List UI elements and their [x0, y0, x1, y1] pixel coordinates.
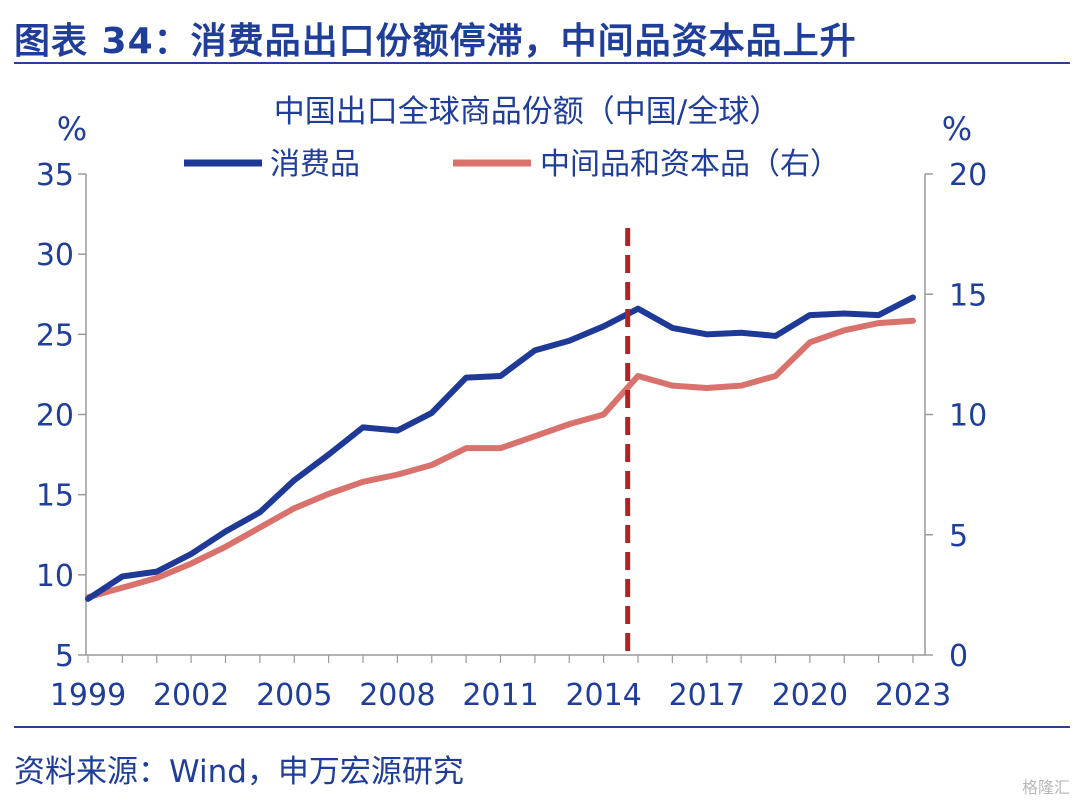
x-tick-label: 2002: [153, 678, 229, 713]
left-tick-label: 10: [36, 559, 74, 594]
left-tick-label: 30: [36, 238, 74, 273]
x-tick-label: 2023: [875, 678, 951, 713]
left-tick-label: 15: [36, 479, 74, 514]
x-tick-label: 2008: [359, 678, 435, 713]
axes: 5 10 15 20 25 30 35 0 5 10 15 20 1999 2002 2005 2008 201…: [36, 158, 987, 713]
left-tick-label: 35: [36, 158, 74, 193]
right-tick-label: 0: [949, 639, 968, 674]
left-tick-label: 20: [36, 399, 74, 434]
left-tick-label: 25: [36, 318, 74, 353]
right-tick-label: 20: [949, 158, 987, 193]
series-line-intermediate: [85, 317, 916, 601]
header-divider: [14, 62, 1070, 64]
left-tick-label: 5: [55, 639, 74, 674]
chart-title: 中国出口全球商品份额（中国/全球）: [274, 94, 780, 130]
legend-label-consumer: 消费品: [270, 147, 360, 182]
series-line-consumer: [85, 294, 916, 602]
legend: 消费品 中间品和资本品（右）: [184, 147, 840, 182]
x-tick-label: 2014: [565, 678, 641, 713]
right-axis-unit: %: [942, 110, 972, 148]
right-tick-label: 10: [949, 399, 987, 434]
left-axis-unit: %: [57, 110, 87, 148]
source-note: 资料来源：Wind，申万宏源研究: [14, 754, 464, 790]
x-tick-label: 2017: [669, 678, 745, 713]
x-tick-label: 2005: [256, 678, 332, 713]
right-tick-label: 15: [949, 278, 987, 313]
footer-divider: [14, 726, 1070, 728]
x-tick-label: 2011: [462, 678, 538, 713]
watermark: 格隆汇: [1021, 778, 1070, 797]
x-tick-label: 2020: [772, 678, 848, 713]
series-lines: [85, 228, 916, 655]
right-tick-label: 5: [949, 519, 968, 554]
x-tick-label: 1999: [50, 678, 126, 713]
legend-label-intermediate: 中间品和资本品（右）: [540, 147, 840, 182]
page-title: 图表 34：消费品出口份额停滞，中间品资本品上升: [14, 21, 857, 62]
